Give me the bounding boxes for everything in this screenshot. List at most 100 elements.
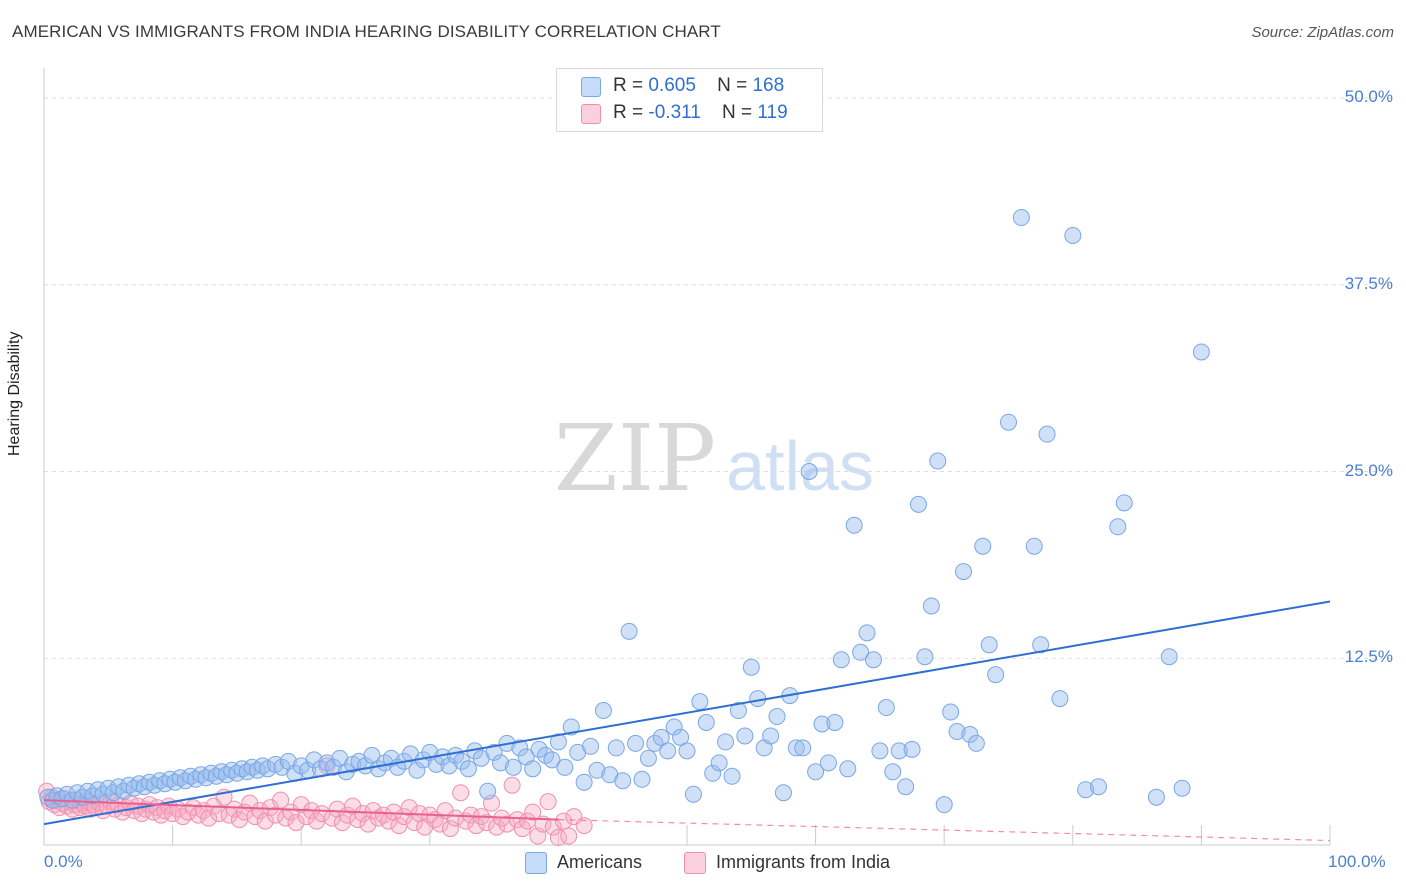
gridlines [44, 97, 1392, 659]
americans-point [575, 773, 593, 791]
americans-point [582, 737, 600, 755]
legend-r-value: 0.605 [648, 75, 696, 96]
americans-point [967, 734, 985, 752]
americans-point [909, 495, 927, 513]
americans-point [1012, 209, 1030, 227]
americans-point [1032, 636, 1050, 654]
americans-point [787, 739, 805, 757]
legend-r-label: R = [613, 75, 644, 96]
legend-n-label: N = [721, 102, 753, 123]
americans-point [877, 699, 895, 717]
americans-point [594, 702, 612, 720]
legend-n-value: 168 [752, 75, 785, 96]
americans-point [1160, 648, 1178, 666]
americans-point [922, 597, 940, 615]
americans-point [858, 624, 876, 642]
americans-point [948, 722, 966, 740]
americans-point [659, 742, 677, 760]
americans-point [633, 770, 651, 788]
americans-point [697, 713, 715, 731]
americans-point [305, 751, 323, 769]
americans-point [762, 727, 780, 745]
x-tick-min: 0.0% [44, 852, 83, 871]
americans-point [813, 715, 831, 733]
watermark-zip: ZIP [554, 405, 716, 512]
americans-point [852, 643, 870, 661]
india-point [369, 809, 387, 827]
americans-point [980, 636, 998, 654]
americans-point [504, 758, 522, 776]
india-point [256, 812, 274, 830]
india-point [539, 793, 557, 811]
legend-n-label: N = [717, 75, 748, 96]
americans-points [39, 209, 1210, 814]
bottom-legend-swatch-india [684, 852, 706, 874]
americans-point [884, 763, 902, 781]
americans-point [492, 754, 510, 772]
americans-point [639, 749, 657, 767]
india-point [441, 820, 459, 838]
india-point [225, 800, 243, 818]
americans-point [807, 763, 825, 781]
americans-point [1147, 788, 1165, 806]
india-point [477, 814, 495, 832]
india-point [560, 827, 578, 845]
trend-lines [43, 600, 1331, 842]
americans-point [723, 767, 741, 785]
americans-point [864, 651, 882, 669]
americans-point [800, 463, 818, 480]
americans-point [556, 758, 574, 776]
india-trend-line-extension [558, 819, 1331, 842]
americans-trend-line [43, 600, 1331, 826]
india-point [488, 818, 506, 836]
americans-point [691, 693, 709, 711]
americans-point [729, 702, 747, 720]
americans-point [1173, 779, 1191, 797]
americans-point [607, 739, 625, 757]
legend-swatch-americans [581, 77, 601, 97]
americans-point [935, 796, 953, 814]
india-point [400, 799, 418, 817]
india-point [524, 803, 542, 821]
americans-point [774, 784, 792, 802]
americans-point [1109, 518, 1127, 536]
india-point [467, 817, 485, 835]
americans-point [678, 742, 696, 760]
americans-point [684, 785, 702, 803]
americans-point [620, 622, 638, 640]
americans-point [871, 742, 889, 760]
americans-point [524, 760, 542, 778]
americans-point [254, 757, 272, 775]
americans-point [408, 761, 426, 779]
americans-point [897, 778, 915, 796]
americans-point [839, 760, 857, 778]
india-point [503, 776, 521, 794]
y-tick-label: 25.0% [1344, 460, 1393, 480]
americans-point [987, 666, 1005, 684]
americans-point [1077, 781, 1095, 799]
legend-r-label: R = [613, 102, 644, 123]
india-point [287, 814, 305, 832]
americans-point [1025, 537, 1043, 555]
india-point [359, 815, 377, 833]
americans-point [511, 739, 529, 757]
americans-point [485, 743, 503, 761]
americans-point [742, 658, 760, 676]
americans-point [1038, 425, 1056, 443]
americans-point [1000, 413, 1017, 431]
americans-point [588, 761, 606, 779]
americans-point [710, 754, 728, 772]
y-tick-label: 12.5% [1344, 647, 1393, 667]
americans-point [794, 739, 812, 757]
correlation-legend: R = 0.605 N = 168 R = -0.311 N = 119 [556, 68, 823, 132]
americans-point [954, 563, 972, 581]
americans-point [961, 725, 979, 743]
x-tick-max: 100.0% [1328, 852, 1386, 871]
americans-point [440, 757, 458, 775]
americans-point [845, 516, 863, 534]
watermark: ZIP atlas [554, 405, 874, 512]
india-point [575, 817, 593, 835]
americans-point [459, 760, 477, 778]
source-note: Source: ZipAtlas.com [1251, 24, 1394, 41]
y-tick-label: 50.0% [1344, 87, 1393, 106]
